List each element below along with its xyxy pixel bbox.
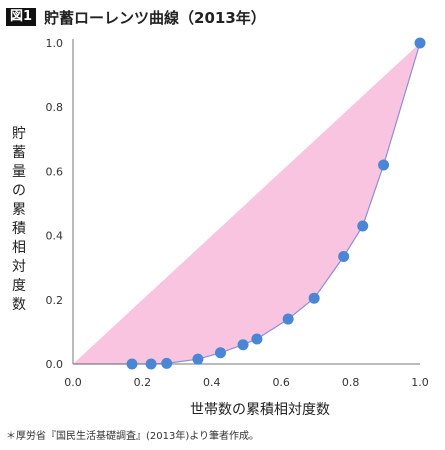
y-tick-label: 0.8 (46, 101, 64, 114)
y-axis-label: 貯蓄量の累積相対度数 (12, 126, 26, 313)
data-point (214, 347, 226, 359)
inequality-area (73, 43, 420, 364)
data-point (378, 159, 390, 171)
data-point (237, 339, 249, 351)
title-row: 図1 貯蓄ローレンツ曲線（2013年） (6, 6, 266, 28)
data-point (357, 220, 369, 232)
y-tick-labels: 0.0 0.2 0.4 0.6 0.8 1.0 (46, 37, 64, 371)
figure-tag: 図1 (6, 8, 37, 26)
y-tick-label: 1.0 (46, 37, 64, 50)
data-point (145, 358, 157, 370)
data-point (161, 357, 173, 369)
x-tick-label: 0.8 (342, 376, 360, 389)
lorenz-chart: 0.0 0.2 0.4 0.6 0.8 1.0 0.0 0.2 0.4 0.6 0.8 1.0 (46, 37, 429, 389)
data-markers (126, 37, 426, 370)
x-tick-labels: 0.0 0.2 0.4 0.6 0.8 1.0 (64, 376, 429, 389)
x-axis-label: 世帯数の累積相対度数 (190, 402, 330, 418)
data-point (126, 358, 138, 370)
y-tick-label: 0.0 (46, 358, 64, 371)
data-point (338, 250, 350, 262)
data-point (282, 313, 294, 325)
x-tick-label: 0.0 (64, 376, 82, 389)
data-point (251, 333, 263, 345)
y-tick-label: 0.6 (46, 165, 64, 178)
source-footnote: ＊厚労省『国民生活基礎調査』(2013年)より筆者作成。 (6, 431, 260, 442)
data-point (192, 353, 204, 365)
data-point (308, 292, 320, 304)
x-tick-label: 0.2 (134, 376, 152, 389)
x-tick-label: 0.6 (272, 376, 290, 389)
y-tick-label: 0.2 (46, 294, 64, 307)
x-tick-label: 1.0 (411, 376, 429, 389)
data-point (414, 37, 426, 49)
y-tick-label: 0.4 (46, 230, 64, 243)
chart-title: 貯蓄ローレンツ曲線（2013年） (44, 8, 266, 27)
x-tick-label: 0.4 (203, 376, 221, 389)
